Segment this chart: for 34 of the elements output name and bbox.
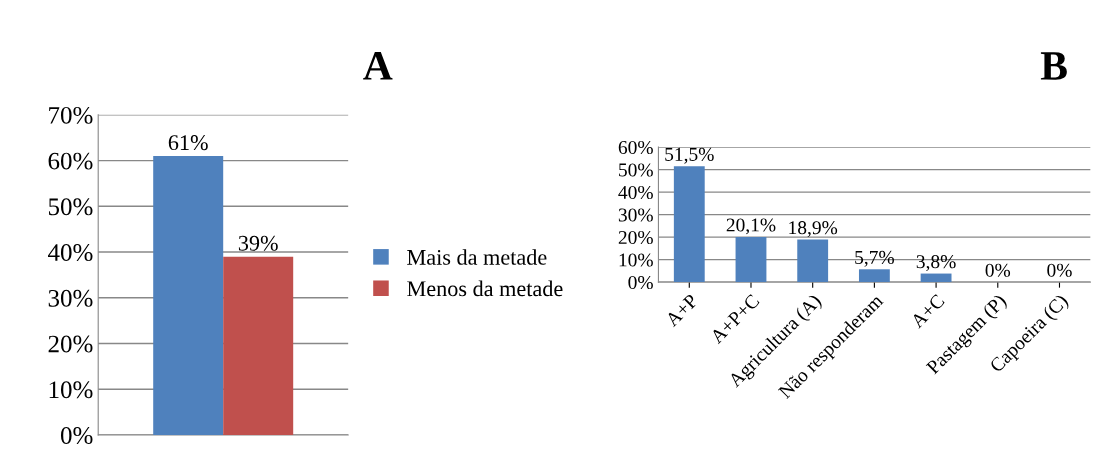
y-tick-label: 10%	[49, 381, 93, 399]
y-tick-label: 0%	[60, 427, 93, 444]
y-tick-label: 30%	[618, 208, 653, 222]
data-label: 5,7%	[855, 250, 894, 267]
legend-label: Mais da metade	[407, 249, 547, 265]
y-tick-label: 50%	[48, 198, 93, 216]
data-label: 61%	[168, 135, 208, 151]
x-tick-label: A+P	[664, 293, 699, 328]
y-tick-label: 0%	[628, 275, 653, 290]
y-tick-label: 60%	[48, 152, 93, 170]
chart-title: A	[363, 52, 393, 80]
data-label: 0%	[985, 263, 1011, 277]
bar	[858, 269, 890, 283]
data-label: 3,8%	[916, 255, 956, 272]
y-tick-label: 40%	[48, 244, 93, 262]
y-tick-label: 10%	[619, 253, 653, 267]
data-label: 39%	[238, 235, 278, 251]
bar	[797, 239, 829, 283]
bar	[920, 273, 952, 283]
data-label: 0%	[1047, 263, 1072, 277]
y-tick-label: 60%	[618, 140, 653, 155]
y-tick-label: 50%	[619, 163, 653, 177]
legend-label: Menos da metade	[407, 280, 563, 297]
data-label: 51,5%	[665, 147, 714, 164]
data-label: 18,9%	[789, 221, 838, 238]
y-tick-label: 20%	[48, 335, 93, 353]
bar	[673, 166, 705, 283]
y-tick-label: 40%	[618, 185, 653, 200]
y-tick-label: 70%	[49, 106, 93, 124]
y-tick-label: 30%	[48, 289, 93, 307]
bar	[735, 236, 767, 283]
chart-title: B	[1040, 52, 1067, 80]
data-label: 20,1%	[726, 218, 776, 235]
y-tick-label: 20%	[618, 230, 653, 245]
